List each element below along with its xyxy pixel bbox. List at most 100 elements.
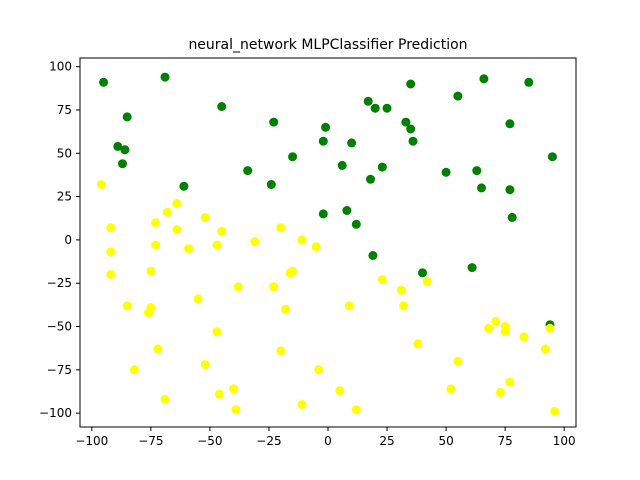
point-s0-36 (505, 119, 515, 129)
point-s0-24 (382, 103, 392, 113)
point-s1-20 (212, 240, 222, 250)
point-s1-57 (550, 406, 560, 416)
point-s1-37 (314, 365, 324, 375)
point-s1-36 (311, 242, 321, 252)
point-s1-42 (396, 285, 406, 295)
x-tick-label: −100 (75, 434, 108, 448)
point-s0-21 (370, 103, 380, 113)
point-s0-17 (347, 138, 357, 148)
point-s1-19 (200, 360, 210, 370)
point-s1-27 (250, 237, 260, 247)
point-s1-30 (276, 346, 286, 356)
point-s0-27 (406, 79, 416, 89)
point-s0-38 (507, 212, 517, 222)
point-s1-8 (146, 266, 156, 276)
point-s0-0 (99, 77, 109, 87)
point-s1-46 (446, 384, 456, 394)
y-tick-label: 50 (57, 146, 72, 160)
point-s1-45 (422, 277, 432, 286)
point-s1-38 (335, 386, 345, 396)
chart-title: neural_network MLPClassifier Prediction (188, 37, 467, 53)
x-tick-label: −75 (138, 434, 163, 448)
point-s0-23 (377, 162, 387, 172)
point-s1-26 (233, 282, 243, 292)
point-s0-11 (288, 152, 298, 162)
point-s1-21 (212, 327, 222, 337)
point-s1-22 (214, 389, 224, 399)
point-s0-39 (524, 77, 534, 87)
point-s1-24 (229, 384, 238, 394)
point-s0-13 (321, 122, 331, 132)
y-tick-label: −50 (47, 320, 72, 334)
point-s0-12 (318, 136, 328, 146)
point-s0-1 (160, 72, 170, 82)
point-s1-4 (122, 301, 132, 311)
point-s1-0 (96, 180, 106, 189)
point-s0-19 (363, 96, 373, 106)
point-s1-17 (193, 294, 203, 304)
point-s0-26 (406, 124, 416, 134)
point-s0-41 (547, 152, 557, 162)
point-s1-34 (297, 235, 307, 245)
x-tick-label: 75 (498, 434, 513, 448)
point-s1-35 (297, 400, 307, 409)
point-s1-48 (484, 323, 494, 333)
x-tick-label: 100 (553, 434, 576, 448)
point-s0-5 (120, 145, 130, 155)
point-s0-35 (479, 74, 489, 84)
point-s0-4 (113, 141, 123, 151)
point-s1-5 (129, 365, 139, 375)
point-s1-3 (106, 270, 116, 279)
point-s1-16 (184, 244, 194, 254)
point-s1-15 (172, 225, 182, 234)
point-s1-13 (162, 207, 172, 217)
y-tick-label: 0 (64, 233, 72, 247)
x-tick-label: 0 (324, 434, 332, 448)
point-s1-28 (269, 282, 279, 292)
point-s1-43 (399, 301, 409, 311)
point-s0-9 (269, 117, 279, 127)
point-s0-10 (266, 180, 276, 189)
point-s1-25 (231, 405, 241, 415)
point-s1-11 (153, 344, 163, 354)
point-s0-31 (453, 91, 463, 101)
point-s1-10 (151, 240, 161, 250)
point-s0-3 (217, 102, 227, 111)
point-s1-55 (540, 344, 550, 354)
point-s0-8 (243, 166, 253, 176)
point-s1-14 (172, 199, 182, 208)
point-s0-22 (368, 251, 378, 260)
point-s1-41 (377, 275, 387, 285)
point-s0-6 (118, 159, 127, 169)
point-s1-12 (160, 394, 170, 404)
point-s0-30 (441, 167, 451, 177)
y-tick-label: 75 (57, 103, 72, 117)
point-s0-2 (122, 112, 132, 122)
point-s1-47 (453, 356, 463, 366)
point-s0-32 (467, 263, 477, 273)
y-tick-label: −25 (47, 276, 72, 290)
point-s0-20 (366, 174, 375, 184)
point-s0-15 (337, 160, 347, 170)
point-s1-1 (106, 223, 116, 233)
point-s1-40 (351, 405, 361, 415)
y-tick-label: 25 (57, 190, 72, 204)
y-tick-label: 100 (49, 60, 72, 74)
point-s0-28 (408, 136, 418, 146)
x-tick-label: −25 (256, 434, 281, 448)
point-s1-31 (281, 304, 290, 314)
point-s1-54 (519, 332, 529, 342)
point-s1-29 (276, 223, 286, 233)
point-s1-2 (106, 247, 116, 257)
point-s1-23 (217, 226, 227, 236)
point-s0-18 (351, 219, 361, 229)
point-s0-34 (477, 183, 486, 193)
x-axis: −100 −75 −50 −25 0 25 50 75 100 (75, 427, 576, 448)
data-points (96, 72, 560, 416)
point-s1-39 (344, 301, 354, 311)
point-s1-50 (495, 387, 505, 397)
point-s0-29 (418, 268, 427, 278)
point-s0-7 (179, 181, 189, 191)
point-s1-33 (288, 266, 298, 276)
